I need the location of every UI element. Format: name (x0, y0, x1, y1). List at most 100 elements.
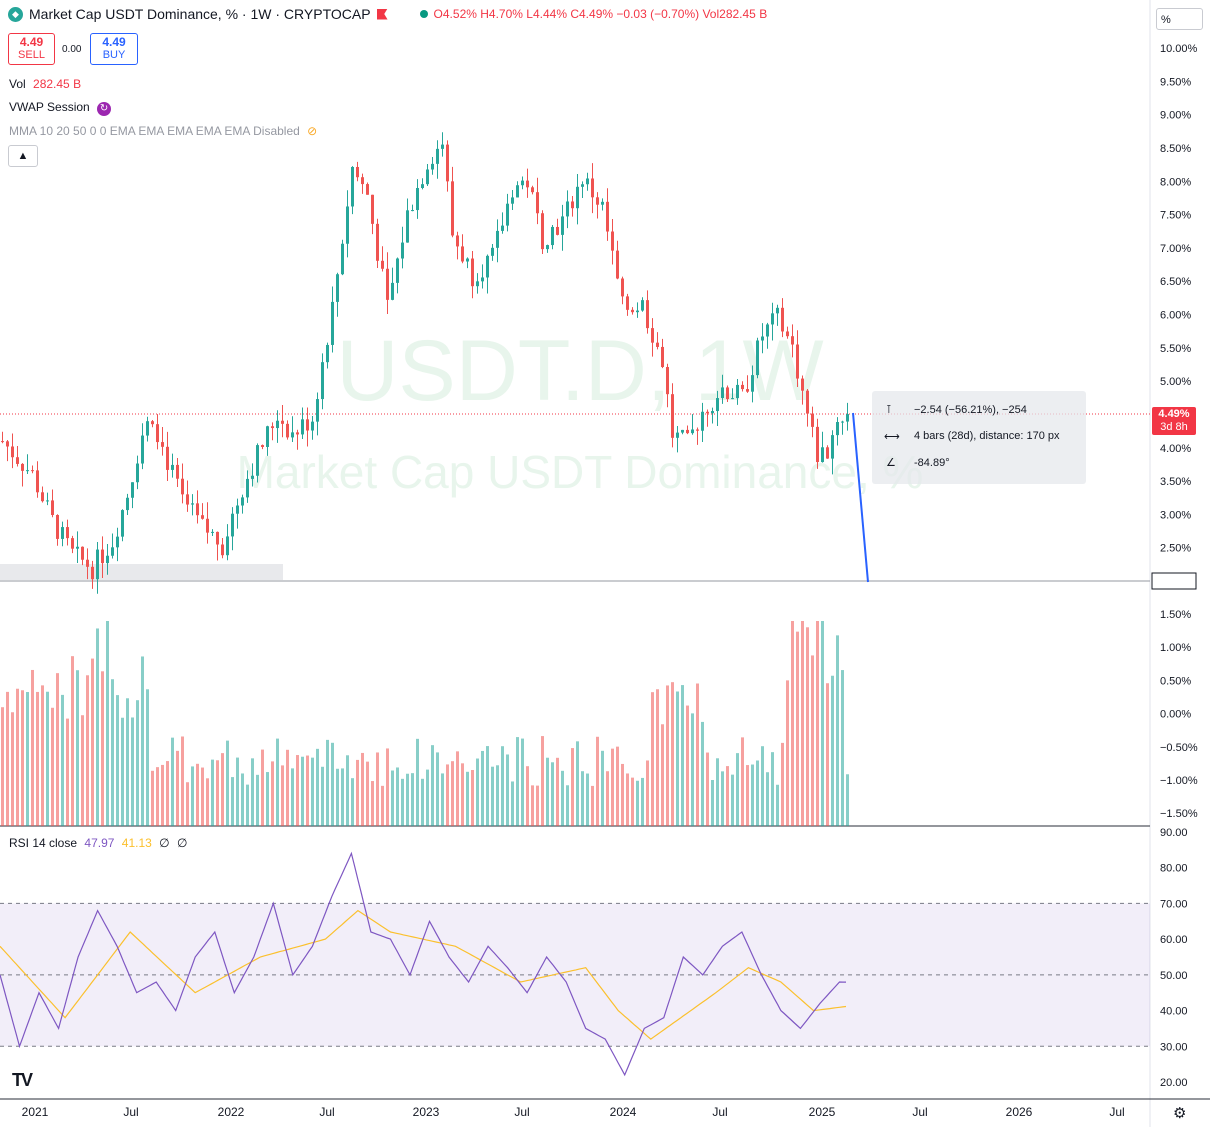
flag-icon[interactable] (376, 8, 388, 20)
volume-bar (576, 741, 579, 826)
volume-bar (216, 760, 219, 826)
candle-body (426, 169, 429, 185)
volume-bar (176, 750, 179, 826)
volume-bar (206, 778, 209, 826)
candle-body (116, 536, 119, 548)
symbol-title[interactable]: Market Cap USDT Dominance, % · 1W · CRYP… (29, 6, 371, 22)
candle-body (211, 531, 214, 533)
volume-bar (821, 621, 824, 826)
price-scale-mode-button[interactable]: % (1156, 8, 1203, 30)
volume-bar (316, 748, 319, 826)
candle-body (26, 470, 29, 472)
candle-body (531, 187, 534, 193)
gear-icon[interactable]: ⚙ (1173, 1105, 1187, 1122)
volume-bar (161, 764, 164, 826)
volume-bar (756, 760, 759, 826)
close-value: C4.49% (570, 7, 614, 21)
ohlc-values: O4.52% H4.70% L4.44% C4.49% −0.03 (−0.70… (434, 7, 768, 21)
candle-body (681, 429, 684, 433)
candle-body (831, 435, 834, 459)
rsi-empty-1: ∅ (159, 836, 170, 850)
vwap-indicator[interactable]: VWAP Session ↻ (9, 100, 112, 116)
candle-body (726, 387, 729, 400)
candle-body (366, 184, 369, 195)
volume-bar (641, 777, 644, 826)
volume-tick-label: 0.00% (1160, 709, 1191, 721)
volume-bar (796, 631, 799, 826)
candle-body (581, 184, 584, 187)
candle-body (301, 419, 304, 435)
candle-body (691, 429, 694, 434)
volume-bar (806, 627, 809, 826)
candle-body (676, 432, 679, 438)
volume-bar (106, 621, 109, 826)
candle-body (511, 197, 514, 204)
rsi-pane (0, 851, 847, 1077)
refresh-icon[interactable]: ↻ (97, 102, 112, 116)
volume-bar (271, 761, 274, 826)
volume-bar (61, 694, 64, 826)
volume-bar (376, 752, 379, 826)
candle-body (111, 547, 114, 556)
volume-tick-label: 1.50% (1160, 609, 1191, 621)
volume-bar (146, 689, 149, 826)
volume-bar (361, 752, 364, 826)
volume-bar (251, 758, 254, 826)
volume-bar (626, 773, 629, 826)
volume-bar (766, 772, 769, 826)
sell-button[interactable]: 4.49 SELL (8, 33, 55, 65)
vol-value: Vol282.45 B (702, 7, 768, 21)
candle-body (646, 300, 649, 329)
volume-bar (776, 784, 779, 826)
candle-body (31, 470, 34, 472)
rsi-header[interactable]: RSI 14 close 47.97 41.13 ∅ ∅ (9, 836, 187, 850)
volume-bar (36, 691, 39, 826)
volume-bar (791, 621, 794, 826)
measure-price-change: −2.54 (−56.21%), −254 (914, 404, 1027, 416)
candle-body (396, 258, 399, 283)
volume-bar (381, 785, 384, 826)
trend-line[interactable] (852, 412, 869, 583)
volume-bar (561, 770, 564, 826)
volume-bar (126, 698, 129, 826)
volume-bar (676, 691, 679, 826)
volume-bar (26, 692, 29, 826)
volume-bar (466, 771, 469, 826)
candle-body (166, 446, 169, 470)
vol-indicator-value: 282.45 B (33, 77, 82, 91)
bar-countdown: 3d 8h (1160, 421, 1188, 433)
candle-body (11, 446, 14, 458)
candle-body (346, 206, 349, 244)
buy-button[interactable]: 4.49 BUY (90, 33, 138, 65)
measure-angle: -84.89° (914, 457, 950, 469)
volume-bar (11, 712, 14, 826)
candle-body (556, 226, 559, 235)
volume-bar (296, 755, 299, 826)
candle-body (771, 313, 774, 325)
candle-body (336, 274, 339, 302)
watermark-symbol: USDT.D, 1W (336, 323, 823, 419)
hidden-eye-icon[interactable]: ⊘ (307, 124, 318, 138)
candle-body (136, 463, 139, 483)
volume-bar (506, 754, 509, 826)
candle-body (666, 367, 669, 395)
volume-bar (21, 690, 24, 826)
volume-bar (86, 675, 89, 826)
price-axis-area[interactable] (1150, 0, 1210, 1127)
volume-bar (511, 781, 514, 826)
tradingview-logo-icon[interactable]: TV (12, 1070, 33, 1090)
volume-bar (66, 718, 69, 826)
collapse-indicators-button[interactable]: ▲ (8, 145, 38, 167)
watermark-name: Market Cap USDT Dominance, % (237, 446, 924, 498)
current-price-tag: 4.49% 3d 8h (1152, 407, 1196, 435)
mma-indicator[interactable]: MMA 10 20 50 0 0 EMA EMA EMA EMA EMA Dis… (9, 124, 317, 138)
candle-body (236, 505, 239, 514)
rsi-ma-value: 41.13 (121, 836, 152, 850)
volume-bar (151, 770, 154, 826)
time-tick-label: Jul (912, 1105, 927, 1119)
vol-indicator[interactable]: Vol 282.45 B (9, 77, 81, 91)
volume-tick-label: 0.50% (1160, 675, 1191, 687)
price-tick-label: 3.00% (1160, 509, 1191, 521)
volume-bar (736, 753, 739, 826)
